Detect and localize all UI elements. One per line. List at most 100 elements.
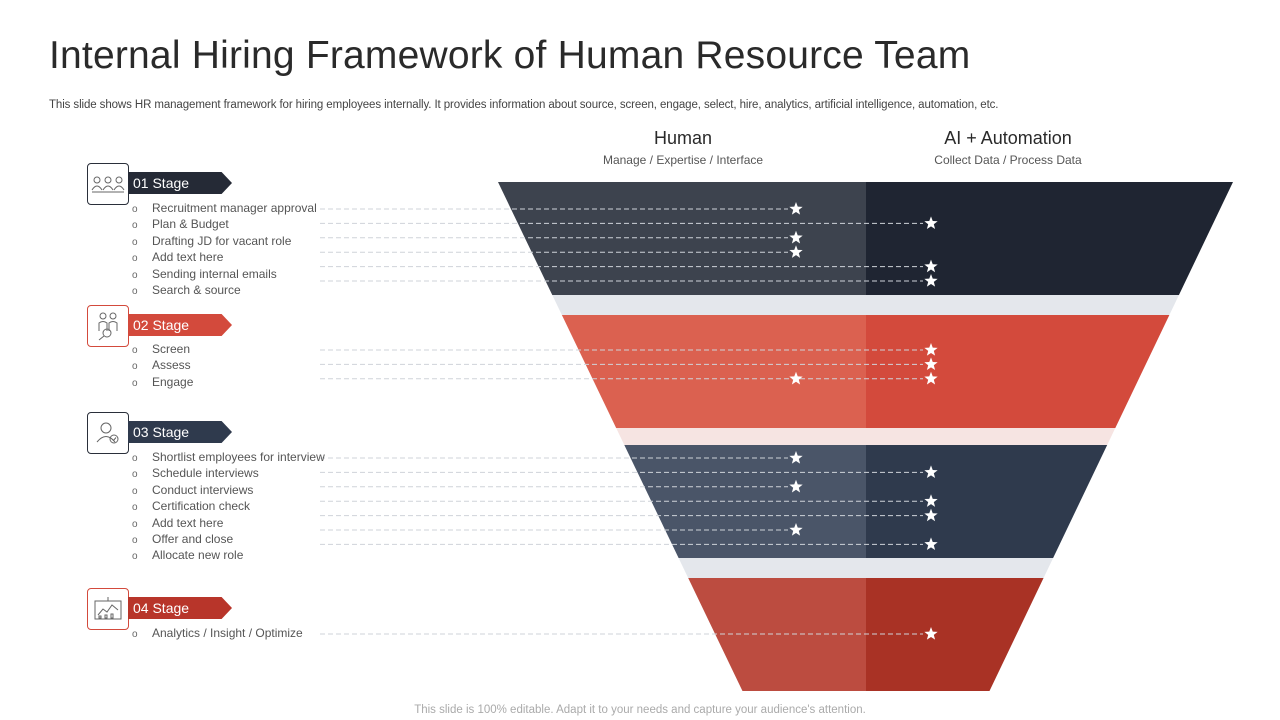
bullet-marker: o — [132, 551, 138, 563]
footer-note: This slide is 100% editable. Adapt it to… — [414, 704, 866, 716]
star-icon — [789, 479, 803, 493]
stage-item-label: Shortlist employees for interview — [152, 450, 325, 464]
page-subtitle: This slide shows HR management framework… — [49, 99, 999, 111]
star-icon — [789, 451, 803, 464]
bullet-marker: o — [132, 345, 138, 356]
stage-item: o Certification check — [132, 499, 325, 515]
stage-item: o Analytics / Insight / Optimize — [132, 626, 303, 642]
funnel-band-human — [498, 182, 866, 295]
star-icon — [924, 343, 938, 356]
star-icon — [924, 259, 938, 273]
bullet-marker: o — [132, 220, 138, 232]
stage-item-label: Plan & Budget — [152, 217, 229, 232]
star-icon — [924, 537, 938, 551]
stage-item-label: Allocate new role — [152, 548, 244, 563]
bullet-marker: o — [132, 518, 138, 530]
bullet-marker: o — [132, 629, 138, 640]
bullet-marker: o — [132, 502, 138, 514]
star-icon — [924, 357, 938, 371]
star-icon — [924, 216, 938, 230]
stage-item-label: Analytics / Insight / Optimize — [152, 626, 303, 640]
star-icon — [924, 274, 938, 287]
stage-item: o Offer and close — [132, 532, 325, 548]
bullet-marker: o — [132, 204, 138, 215]
stage-item-label: Schedule interviews — [152, 466, 259, 481]
stage-item-label: Assess — [152, 358, 191, 373]
stage-item: o Assess — [132, 358, 193, 374]
stage-item-label: Add text here — [152, 250, 224, 265]
star-icon — [789, 230, 803, 244]
stage-04-item-list: o Analytics / Insight / Optimize — [132, 626, 303, 642]
stage-item: o Add text here — [132, 516, 325, 532]
stage-item: o Drafting JD for vacant role — [132, 234, 317, 250]
star-icon — [924, 508, 938, 522]
stage-item: o Recruitment manager approval — [132, 201, 317, 217]
group-search-icon — [87, 305, 129, 347]
stage-item: o Engage — [132, 375, 193, 391]
bullet-marker: o — [132, 469, 138, 481]
stage-03-item-list: o Shortlist employees for interview o Sched… — [132, 450, 325, 565]
bullet-marker: o — [132, 453, 138, 464]
bullet-marker: o — [132, 361, 138, 373]
bullet-marker: o — [132, 485, 138, 497]
stage-item: o Plan & Budget — [132, 217, 317, 233]
stage-item-label: Screen — [152, 342, 191, 356]
stage-item: o Conduct interviews — [132, 483, 325, 499]
funnel-band-ai — [866, 315, 1170, 428]
stage-item: o Schedule interviews — [132, 466, 325, 482]
star-icon — [924, 627, 938, 640]
star-icon — [924, 371, 938, 385]
star-icon — [924, 465, 938, 479]
bullet-marker: o — [132, 377, 138, 389]
bullet-marker: o — [132, 253, 138, 265]
stage-item-label: Search & source — [152, 283, 241, 298]
stage-item: o Add text here — [132, 250, 317, 266]
stage-item-label: Add text here — [152, 515, 224, 530]
human-column-title: Human — [653, 128, 713, 148]
ai-column-title: AI + Automation — [944, 128, 1072, 148]
stage-item-label: Sending internal emails — [152, 266, 277, 281]
stage-item-label: Certification check — [152, 499, 251, 514]
stage-01-item-list: o Recruitment manager approval o Plan & Bud… — [132, 201, 317, 299]
human-column-header: Human Manage / Expertise / Interface — [553, 128, 813, 167]
bullet-marker: o — [132, 236, 138, 248]
human-column-subtitle: Manage / Expertise / Interface — [602, 153, 764, 167]
stage-item-label: Drafting JD for vacant role — [152, 233, 292, 248]
funnel-separator — [678, 558, 1054, 578]
user-check-icon — [87, 412, 129, 454]
analytics-board-icon — [87, 588, 129, 630]
stage-item-label: Recruitment manager approval — [152, 201, 317, 215]
star-icon — [789, 523, 803, 536]
star-icon — [924, 494, 938, 507]
funnel-separator — [616, 428, 1116, 445]
stage-tag-01: 01 Stage — [128, 172, 232, 194]
stage-item: o Sending internal emails — [132, 267, 317, 283]
stage-item-label: Offer and close — [152, 532, 234, 547]
funnel-band-ai — [866, 445, 1108, 558]
bullet-marker: o — [132, 286, 138, 298]
team-icon — [87, 163, 129, 205]
star-icon — [789, 371, 803, 385]
stage-item-label: Engage — [152, 374, 194, 389]
star-icon — [789, 245, 803, 258]
stage-item: o Search & source — [132, 283, 317, 299]
ai-column-subtitle: Collect Data / Process Data — [934, 153, 1082, 167]
bullet-marker: o — [132, 269, 138, 281]
funnel-band-human — [561, 315, 866, 428]
stage-02-item-list: o Screen o Assess o Engage — [132, 342, 193, 391]
stage-item: o Shortlist employees for interview — [132, 450, 325, 466]
ai-column-header: AI + Automation Collect Data / Process D… — [878, 128, 1138, 167]
stage-item: o Screen — [132, 342, 193, 358]
funnel-separator — [552, 295, 1179, 315]
stage-item: o Allocate new role — [132, 548, 325, 564]
stage-tag-02: 02 Stage — [128, 314, 232, 336]
funnel-band-ai — [866, 578, 1044, 691]
page-title: Internal Hiring Framework of Human Resou… — [49, 34, 971, 77]
funnel-band-ai — [866, 182, 1233, 295]
stage-item-label: Conduct interviews — [152, 482, 254, 497]
stage-tag-04: 04 Stage — [128, 597, 232, 619]
bullet-marker: o — [132, 535, 138, 547]
star-icon — [789, 202, 803, 215]
stage-tag-03: 03 Stage — [128, 421, 232, 443]
